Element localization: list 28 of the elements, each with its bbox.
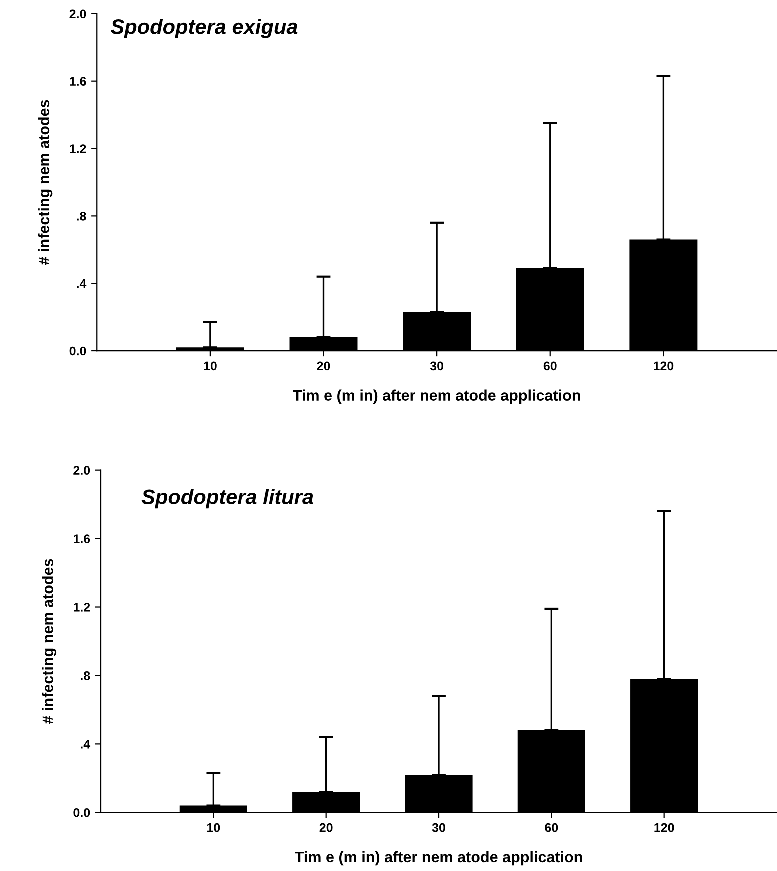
x-tick-label: 30 [432, 823, 446, 832]
y-tick-label: 1.2 [74, 603, 90, 612]
y-axis-title: # infecting nem atodes [42, 559, 57, 724]
x-tick-label: 10 [208, 823, 220, 832]
y-tick-label: 1.2 [70, 144, 86, 154]
x-tick-label: 10 [204, 362, 217, 371]
y-tick-label: .8 [77, 212, 86, 221]
y-tick-label: .4 [77, 280, 87, 288]
x-tick-label: 60 [544, 362, 557, 371]
x-tick-label: 120 [654, 823, 674, 832]
y-tick-label: 0.0 [70, 346, 86, 356]
y-tick-label: .8 [81, 672, 90, 680]
y-tick-label: .4 [81, 740, 91, 749]
y-tick-label: 1.6 [70, 77, 86, 86]
x-axis-title: Tim e (m in) after nem atode application [295, 851, 582, 866]
chart-title: Spodoptera exigua [110, 18, 298, 38]
x-tick-label: 60 [545, 823, 558, 832]
x-tick-label: 20 [317, 362, 330, 371]
x-tick-label: 30 [430, 362, 444, 371]
x-axis-title: Tim e (m in) after nem atode application [293, 390, 580, 404]
y-tick-label: 2.0 [74, 466, 90, 475]
y-axis-title: # infecting nem atodes [38, 100, 53, 265]
text: Spodoptera litura [142, 489, 314, 509]
y-tick-label: 1.6 [74, 534, 90, 544]
y-tick-label: 2.0 [70, 10, 86, 19]
x-tick-label: 120 [654, 362, 674, 371]
x-tick-label: 20 [320, 823, 333, 832]
y-tick-label: 0.0 [74, 808, 90, 818]
